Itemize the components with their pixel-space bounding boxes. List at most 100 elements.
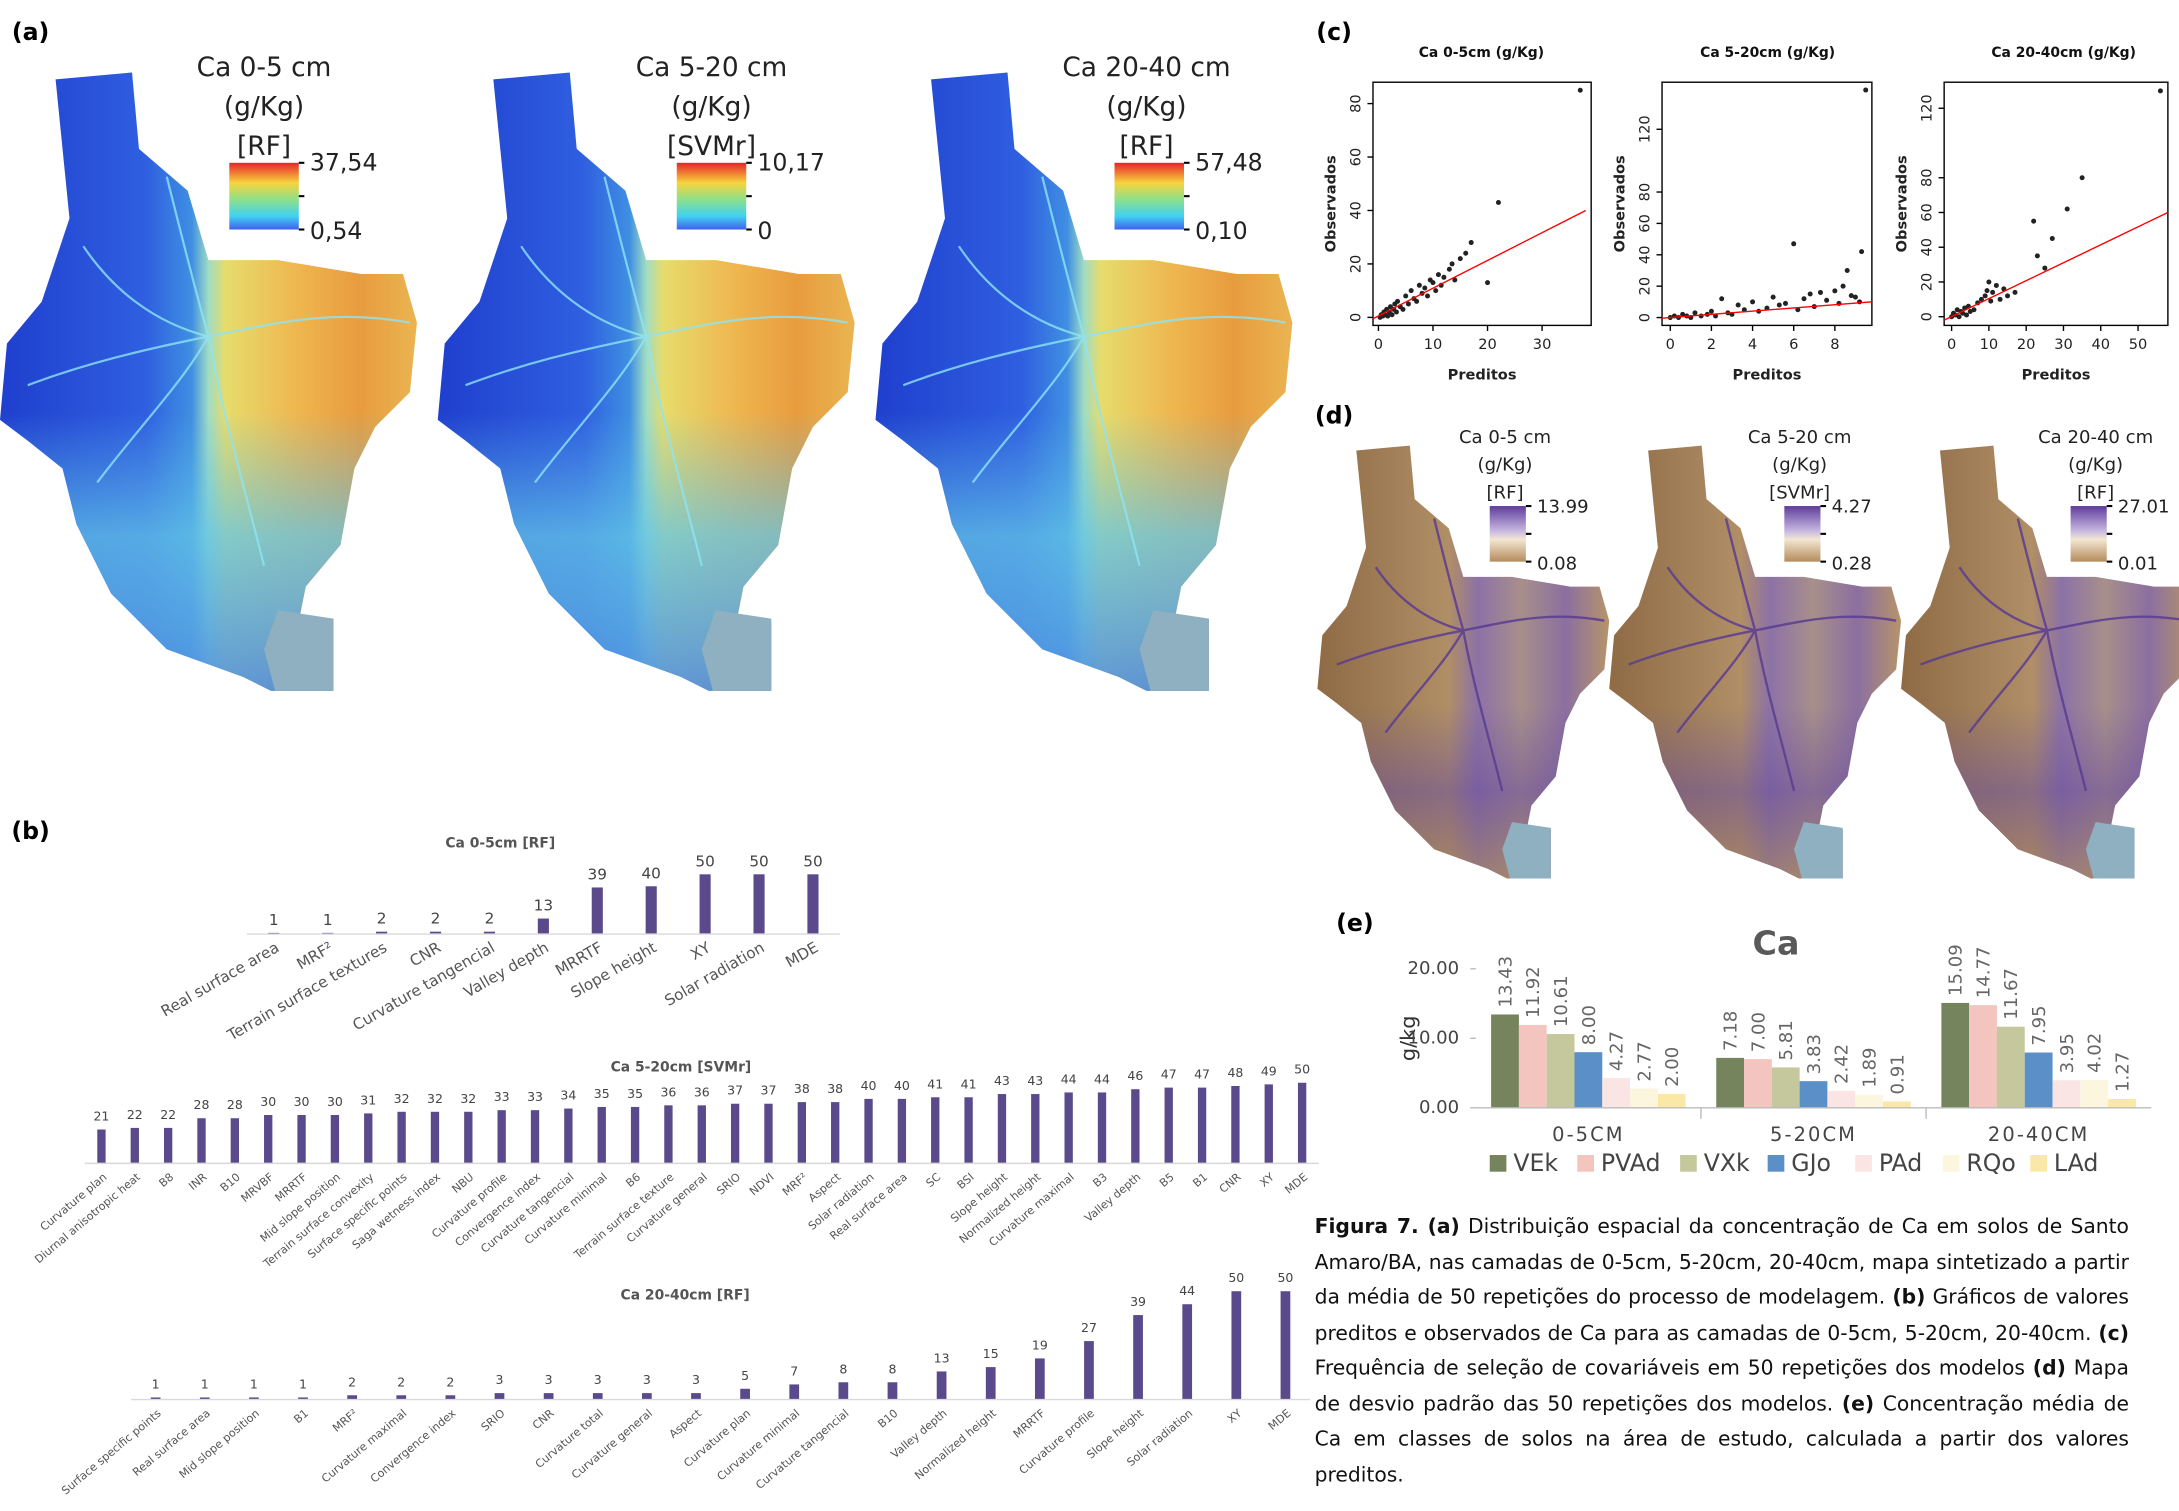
value-label: 40 bbox=[894, 1078, 910, 1093]
value-label: 32 bbox=[394, 1091, 410, 1106]
value-label: 36 bbox=[660, 1084, 676, 1099]
point bbox=[2005, 293, 2010, 298]
bar bbox=[831, 1102, 839, 1163]
value-label: 50 bbox=[1294, 1062, 1310, 1077]
bar bbox=[197, 1118, 205, 1163]
figure: Figura 7. (a) Distribuição espacial da c… bbox=[0, 0, 2179, 1511]
value-label: 31 bbox=[360, 1092, 376, 1107]
x-tick-label: 10 bbox=[1980, 336, 1999, 353]
legend-label: VEk bbox=[1513, 1149, 1558, 1177]
value-label: 2.42 bbox=[1832, 1044, 1853, 1084]
point bbox=[1771, 295, 1776, 300]
value-label: 1 bbox=[201, 1376, 209, 1391]
bar bbox=[544, 1393, 554, 1400]
x-tick-label: 20 bbox=[2017, 336, 2036, 353]
bar bbox=[598, 1107, 606, 1163]
caption-text: Figura 7. (a) bbox=[1315, 1215, 1460, 1239]
point bbox=[1957, 314, 1962, 319]
value-label: 32 bbox=[460, 1091, 476, 1106]
bar bbox=[1281, 1291, 1291, 1399]
map-title: Ca 5-20 cm bbox=[636, 52, 788, 83]
map-title: Ca 0-5 cm bbox=[197, 52, 332, 83]
legend-max: 27.01 bbox=[2118, 496, 2170, 517]
bar bbox=[838, 1382, 848, 1399]
bar bbox=[592, 887, 603, 934]
chart-title: Ca 20-40cm (g/Kg) bbox=[1991, 45, 2136, 61]
value-label: 1 bbox=[323, 911, 333, 929]
value-label: 3 bbox=[692, 1372, 700, 1387]
point bbox=[1971, 307, 1976, 312]
point bbox=[2158, 88, 2163, 93]
bar bbox=[740, 1389, 750, 1400]
value-label: 47 bbox=[1161, 1067, 1177, 1082]
y-tick-label: 40 bbox=[1347, 201, 1364, 220]
bar bbox=[1133, 1315, 1143, 1400]
value-label: 10.61 bbox=[1551, 975, 1572, 1027]
value-label: 3 bbox=[643, 1372, 651, 1387]
value-label: 5.81 bbox=[1776, 1020, 1797, 1060]
value-label: 1 bbox=[299, 1376, 307, 1391]
value-label: 32 bbox=[427, 1091, 443, 1106]
point bbox=[1983, 293, 1988, 298]
x-axis-label: Preditos bbox=[1448, 366, 1517, 383]
x-tick-label: 0 bbox=[1666, 336, 1675, 353]
point bbox=[1736, 302, 1741, 307]
panel-label: (b) bbox=[11, 817, 49, 845]
value-label: 13 bbox=[534, 897, 553, 915]
point bbox=[1859, 249, 1864, 254]
bar bbox=[297, 1115, 305, 1163]
point bbox=[1998, 297, 2003, 302]
value-label: 44 bbox=[1179, 1283, 1195, 1298]
bar bbox=[464, 1112, 472, 1164]
colorbar bbox=[1784, 506, 1820, 562]
panel-label: (d) bbox=[1315, 402, 1353, 430]
point bbox=[2065, 207, 2070, 212]
legend-label: GJo bbox=[1791, 1149, 1831, 1177]
value-label: 43 bbox=[1027, 1073, 1043, 1088]
y-axis-label: Observados bbox=[1893, 155, 1910, 252]
caption-text: (b) bbox=[1892, 1286, 1925, 1310]
y-axis-label: Observados bbox=[1611, 155, 1628, 252]
y-tick-label: 20 bbox=[1347, 255, 1364, 274]
value-label: 7.00 bbox=[1748, 1012, 1769, 1052]
point bbox=[1777, 302, 1782, 307]
x-tick-label: 8 bbox=[1830, 336, 1839, 353]
value-label: 35 bbox=[627, 1086, 643, 1101]
x-tick-label: 20-40CM bbox=[1988, 1123, 2089, 1146]
value-label: 8 bbox=[888, 1361, 896, 1376]
page: { "panel_labels": ["(a)", "(b)", "(c)", … bbox=[0, 0, 2179, 1511]
value-label: 7 bbox=[790, 1363, 798, 1378]
x-axis-label: Preditos bbox=[1733, 366, 1802, 383]
bar bbox=[646, 886, 657, 934]
value-label: 37 bbox=[761, 1083, 777, 1098]
legend-min: 0.28 bbox=[1832, 553, 1872, 574]
value-label: 7.95 bbox=[2029, 1005, 2050, 1045]
bar bbox=[1574, 1052, 1602, 1108]
legend-max: 37,54 bbox=[310, 149, 378, 177]
value-label: 2 bbox=[348, 1374, 356, 1389]
value-label: 28 bbox=[227, 1097, 243, 1112]
map-model: [RF] bbox=[1487, 483, 1524, 504]
value-label: 1.27 bbox=[2112, 1052, 2133, 1092]
point bbox=[1845, 268, 1850, 273]
value-label: 1 bbox=[152, 1376, 160, 1391]
point bbox=[1750, 299, 1755, 304]
value-label: 48 bbox=[1227, 1065, 1243, 1080]
caption-text: Frequência de seleção de covariáveis em … bbox=[1315, 1357, 2033, 1381]
bar bbox=[164, 1128, 172, 1163]
point bbox=[1783, 301, 1788, 306]
point bbox=[1841, 284, 1846, 289]
point bbox=[1395, 299, 1400, 304]
bar bbox=[538, 919, 549, 935]
bar bbox=[2053, 1080, 2081, 1107]
bar bbox=[964, 1097, 972, 1163]
value-label: 36 bbox=[694, 1084, 710, 1099]
value-label: 50 bbox=[695, 852, 714, 870]
chart-title: Ca 20-40cm [RF] bbox=[621, 1287, 750, 1303]
point bbox=[1699, 313, 1704, 318]
value-label: 11.67 bbox=[2001, 968, 2022, 1020]
y-tick-label: 60 bbox=[1918, 203, 1935, 222]
map-title: (g/Kg) bbox=[1478, 455, 1533, 476]
point bbox=[1719, 296, 1724, 301]
bar bbox=[789, 1384, 799, 1399]
